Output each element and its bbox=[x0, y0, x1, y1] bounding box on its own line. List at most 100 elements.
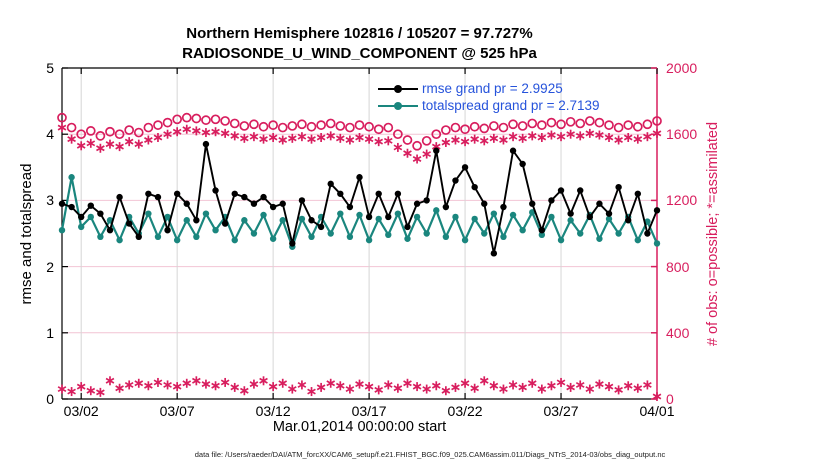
x-tick-label: 03/17 bbox=[351, 403, 387, 419]
data-file-path: data file: /Users/raeder/DAI/ATM_forcXX/… bbox=[194, 450, 666, 459]
circle-marker bbox=[287, 121, 298, 131]
circle-marker bbox=[172, 114, 183, 125]
asterisk-marker bbox=[508, 380, 518, 390]
asterisk-marker bbox=[499, 384, 508, 394]
legend-item-rmse: rmse grand pr = 2.9925 bbox=[378, 80, 600, 97]
asterisk-marker bbox=[220, 377, 230, 387]
asterisk-marker bbox=[335, 381, 345, 391]
asterisk-marker bbox=[537, 384, 547, 394]
totalspread-point bbox=[145, 210, 152, 217]
circle-marker bbox=[57, 112, 67, 123]
legend-label-rmse: rmse grand pr = 2.9925 bbox=[422, 81, 563, 97]
totalspread-point bbox=[279, 217, 286, 224]
asterisk-marker bbox=[652, 128, 662, 138]
asterisk-marker bbox=[124, 137, 134, 147]
asterisk-marker bbox=[547, 130, 556, 140]
circle-marker bbox=[85, 126, 96, 136]
series-num_bottom_row bbox=[57, 376, 662, 402]
circle-marker bbox=[133, 127, 144, 138]
asterisk-marker bbox=[57, 123, 67, 133]
asterisk-marker bbox=[527, 131, 537, 141]
rmse-point bbox=[634, 190, 642, 197]
rmse-point bbox=[250, 200, 258, 207]
rmse-point bbox=[500, 203, 507, 211]
asterisk-marker bbox=[383, 136, 393, 146]
totalspread-point bbox=[433, 207, 440, 214]
totalspread-point bbox=[538, 231, 546, 239]
totalspread-point bbox=[519, 226, 526, 234]
rmse-point bbox=[586, 213, 594, 221]
asterisk-marker bbox=[345, 135, 355, 145]
totalspread-point bbox=[423, 230, 430, 237]
circle-marker bbox=[335, 121, 346, 131]
rmse-point bbox=[77, 213, 85, 221]
totalspread-point bbox=[250, 230, 258, 237]
y-right-tick-label: 1200 bbox=[666, 192, 698, 209]
circle-marker bbox=[325, 118, 336, 129]
asterisk-marker bbox=[355, 133, 364, 143]
asterisk-marker bbox=[316, 133, 326, 143]
rmse-point bbox=[509, 147, 517, 154]
asterisk-marker bbox=[297, 380, 307, 390]
circle-marker bbox=[469, 121, 480, 132]
asterisk-marker bbox=[249, 132, 259, 142]
totalspread-point bbox=[298, 215, 306, 223]
asterisk-marker bbox=[144, 135, 153, 145]
totalspread-point bbox=[615, 230, 622, 237]
asterisk-marker bbox=[287, 384, 297, 394]
circle-marker bbox=[613, 122, 624, 133]
asterisk-marker bbox=[643, 380, 652, 390]
asterisk-marker bbox=[268, 382, 278, 392]
circle-marker bbox=[297, 119, 307, 130]
rmse-point bbox=[241, 193, 248, 201]
x-tick-label: 04/01 bbox=[639, 403, 675, 419]
rmse-point bbox=[212, 187, 219, 194]
asterisk-marker bbox=[451, 135, 460, 145]
rmse-point bbox=[365, 213, 373, 221]
totalspread-point bbox=[173, 236, 181, 244]
asterisk-marker bbox=[460, 378, 470, 388]
circle-marker bbox=[268, 120, 278, 130]
asterisk-marker bbox=[201, 128, 211, 138]
circle-marker bbox=[258, 121, 269, 132]
x-axis-label: Mar.01,2014 00:00:00 start bbox=[272, 419, 447, 435]
asterisk-marker bbox=[489, 133, 499, 143]
rmse-point bbox=[58, 200, 66, 207]
rmse-point bbox=[173, 190, 181, 197]
rmse-point bbox=[125, 220, 133, 227]
circle-marker bbox=[373, 124, 384, 135]
asterisk-marker bbox=[230, 382, 240, 392]
asterisk-marker bbox=[364, 382, 374, 392]
rmse-line bbox=[61, 143, 658, 254]
circle-marker bbox=[594, 117, 605, 128]
totalspread-point bbox=[509, 211, 517, 219]
rmse-point bbox=[308, 217, 315, 224]
circle-marker bbox=[354, 120, 365, 130]
asterisk-marker bbox=[508, 132, 518, 142]
circle-marker bbox=[450, 122, 461, 133]
chart-title-line1: Northern Hemisphere 102816 / 105207 = 97… bbox=[186, 25, 533, 42]
circle-marker bbox=[604, 120, 614, 130]
rmse-point bbox=[490, 250, 498, 257]
rmse-point bbox=[317, 223, 325, 231]
totalspread-point bbox=[375, 215, 382, 223]
circle-marker bbox=[517, 121, 528, 131]
asterisk-marker bbox=[585, 384, 595, 394]
rmse-point bbox=[644, 230, 651, 237]
asterisk-marker bbox=[412, 382, 422, 392]
asterisk-marker bbox=[489, 381, 499, 391]
asterisk-marker bbox=[518, 382, 527, 392]
asterisk-marker bbox=[403, 148, 412, 158]
asterisk-marker bbox=[307, 134, 316, 144]
asterisk-marker bbox=[441, 386, 451, 396]
rmse-point bbox=[577, 187, 584, 194]
rmse-point bbox=[519, 160, 526, 168]
rmse-point bbox=[548, 197, 555, 204]
circle-marker bbox=[584, 116, 595, 126]
totalspread-point bbox=[404, 235, 411, 242]
asterisk-marker bbox=[326, 378, 336, 388]
circle-marker bbox=[623, 120, 634, 130]
asterisk-marker bbox=[249, 379, 259, 389]
